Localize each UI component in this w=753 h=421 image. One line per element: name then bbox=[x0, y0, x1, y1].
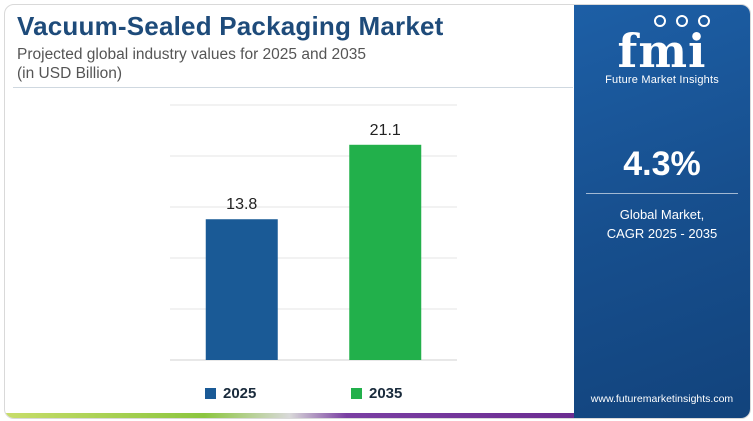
legend-item-2025: 2025 bbox=[205, 385, 256, 402]
bar-2035 bbox=[349, 144, 422, 360]
bar-chart: 13.8 21.1 bbox=[170, 104, 457, 361]
logo-text: fmi bbox=[617, 24, 707, 78]
cagr-label: Global Market, CAGR 2025 - 2035 bbox=[574, 205, 750, 243]
header-divider bbox=[13, 87, 573, 88]
bottom-color-strip bbox=[5, 413, 574, 418]
data-label-2025: 13.8 bbox=[226, 196, 257, 213]
info-panel: fmi Future Market Insights 4.3% Global M… bbox=[574, 5, 750, 418]
legend-item-2035: 2035 bbox=[351, 385, 402, 402]
legend-label-2025: 2025 bbox=[223, 385, 257, 402]
data-label-2035: 21.1 bbox=[370, 122, 401, 139]
panel-divider bbox=[586, 193, 738, 194]
cagr-value: 4.3% bbox=[623, 145, 701, 183]
chart-card: Vacuum-Sealed Packaging Market Projected… bbox=[4, 4, 751, 419]
legend-label-2035: 2035 bbox=[369, 385, 403, 402]
logo-icons bbox=[614, 15, 750, 29]
bar-2025 bbox=[205, 219, 278, 360]
website-link[interactable]: www.futuremarketinsights.com bbox=[590, 393, 734, 405]
fmi-logo: fmi Future Market Insights bbox=[574, 15, 750, 86]
chart-subtitle: Projected global industry values for 202… bbox=[17, 45, 366, 83]
legend-swatch-2025 bbox=[205, 388, 216, 399]
cagr-label-line-1: Global Market, bbox=[619, 207, 705, 222]
legend-swatch-2035 bbox=[351, 388, 362, 399]
subtitle-line-1: Projected global industry values for 202… bbox=[17, 46, 366, 63]
chart-title: Vacuum-Sealed Packaging Market bbox=[17, 11, 444, 41]
logo-subtitle: Future Market Insights bbox=[605, 74, 719, 86]
subtitle-line-2: (in USD Billion) bbox=[17, 65, 123, 82]
cagr-label-line-2: CAGR 2025 - 2035 bbox=[606, 226, 718, 241]
